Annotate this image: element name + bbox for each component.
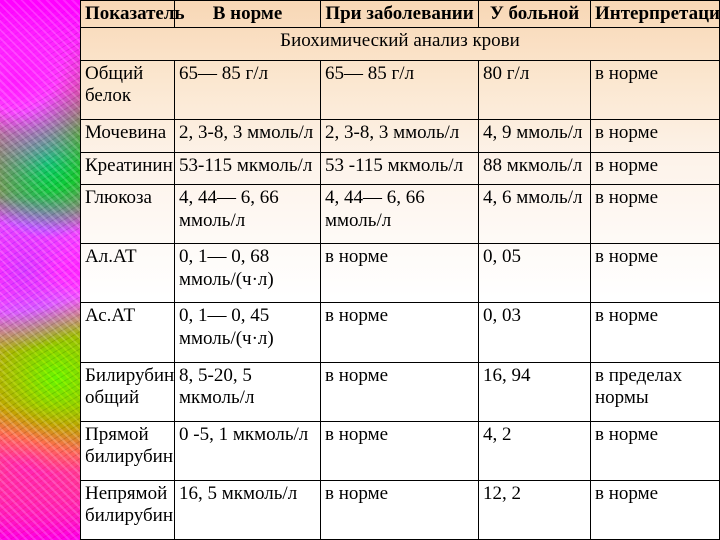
header-row: Показатель В норме При заболевании У бол… (81, 1, 720, 28)
cell-interpretation: в норме (591, 120, 720, 153)
cell-indicator: Глюкоза (81, 185, 175, 244)
cell-disease: в норме (321, 244, 479, 303)
cell-patient: 0, 03 (479, 303, 591, 362)
cell-disease: в норме (321, 421, 479, 480)
col-indicator: Показатель (81, 1, 175, 28)
cell-normal: 2, 3-8, 3 ммоль/л (175, 120, 321, 153)
cell-disease: 2, 3-8, 3 ммоль/л (321, 120, 479, 153)
table-row: Непрямой билирубин16, 5 мкмоль/лв норме1… (81, 480, 720, 539)
cell-indicator: Ал.АТ (81, 244, 175, 303)
cell-indicator: Билирубин общий (81, 362, 175, 421)
col-disease: При заболевании (321, 1, 479, 28)
cell-indicator: Общий белок (81, 60, 175, 119)
table-row: Креатинин53-115 мкмоль/л53 -115 мкмоль/л… (81, 152, 720, 185)
table-row: Билирубин общий8, 5-20, 5 мкмоль/лв норм… (81, 362, 720, 421)
cell-patient: 4, 2 (479, 421, 591, 480)
cell-indicator: Прямой билирубин (81, 421, 175, 480)
cell-patient: 80 г/л (479, 60, 591, 119)
cell-normal: 8, 5-20, 5 мкмоль/л (175, 362, 321, 421)
cell-patient: 88 мкмоль/л (479, 152, 591, 185)
table-row: Ал.АТ 0, 1— 0, 68 ммоль/(ч·л)в норме0, 0… (81, 244, 720, 303)
cell-indicator: Креатинин (81, 152, 175, 185)
cell-interpretation: в норме (591, 152, 720, 185)
cell-disease: 53 -115 мкмоль/л (321, 152, 479, 185)
cell-interpretation: в норме (591, 421, 720, 480)
section-title: Биохимический анализ крови (81, 28, 720, 61)
cell-patient: 4, 6 ммоль/л (479, 185, 591, 244)
cell-interpretation: в норме (591, 60, 720, 119)
cell-patient: 4, 9 ммоль/л (479, 120, 591, 153)
cell-disease: в норме (321, 303, 479, 362)
cell-normal: 65— 85 г/л (175, 60, 321, 119)
section-row: Биохимический анализ крови (81, 28, 720, 61)
cell-normal: 4, 44— 6, 66 ммоль/л (175, 185, 321, 244)
cell-patient: 16, 94 (479, 362, 591, 421)
cell-normal: 0 -5, 1 мкмоль/л (175, 421, 321, 480)
cell-patient: 0, 05 (479, 244, 591, 303)
table-row: Общий белок65— 85 г/л65— 85 г/л80 г/лв н… (81, 60, 720, 119)
decorative-sidebar (0, 0, 80, 540)
cell-disease: 4, 44— 6, 66 ммоль/л (321, 185, 479, 244)
col-normal: В норме (175, 1, 321, 28)
cell-patient: 12, 2 (479, 480, 591, 539)
cell-disease: 65— 85 г/л (321, 60, 479, 119)
cell-interpretation: в норме (591, 303, 720, 362)
cell-normal: 0, 1— 0, 45 ммоль/(ч·л) (175, 303, 321, 362)
table-row: Глюкоза4, 44— 6, 66 ммоль/л4, 44— 6, 66 … (81, 185, 720, 244)
cell-indicator: Ас.АТ (81, 303, 175, 362)
cell-indicator: Мочевина (81, 120, 175, 153)
cell-interpretation: в норме (591, 185, 720, 244)
cell-normal: 53-115 мкмоль/л (175, 152, 321, 185)
cell-interpretation: в пределах нормы (591, 362, 720, 421)
col-patient: У больной (479, 1, 591, 28)
cell-disease: в норме (321, 362, 479, 421)
table-row: Прямой билирубин0 -5, 1 мкмоль/лв норме4… (81, 421, 720, 480)
cell-normal: 16, 5 мкмоль/л (175, 480, 321, 539)
table-container: Показатель В норме При заболевании У бол… (80, 0, 720, 540)
col-interpretation: Интерпретация (591, 1, 720, 28)
cell-interpretation: в норме (591, 480, 720, 539)
table-row: Ас.АТ0, 1— 0, 45 ммоль/(ч·л)в норме0, 03… (81, 303, 720, 362)
table-row: Мочевина2, 3-8, 3 ммоль/л2, 3-8, 3 ммоль… (81, 120, 720, 153)
cell-disease: в норме (321, 480, 479, 539)
cell-indicator: Непрямой билирубин (81, 480, 175, 539)
cell-normal: 0, 1— 0, 68 ммоль/(ч·л) (175, 244, 321, 303)
biochem-table: Показатель В норме При заболевании У бол… (80, 0, 720, 540)
cell-interpretation: в норме (591, 244, 720, 303)
